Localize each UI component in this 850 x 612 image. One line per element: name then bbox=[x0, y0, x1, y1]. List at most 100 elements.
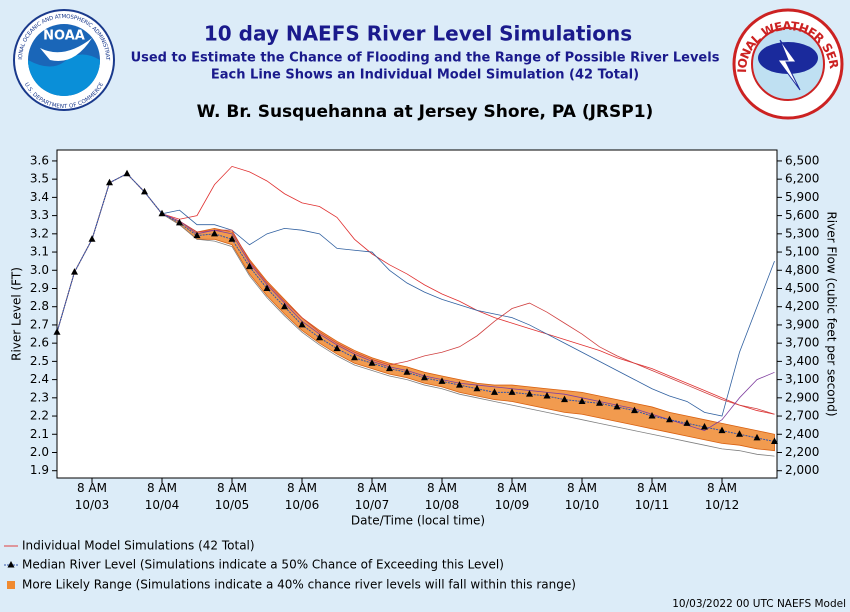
y-tick-label: 3.0 bbox=[30, 263, 49, 277]
x-tick-label: 8 AM 10/08 bbox=[424, 481, 460, 512]
median-marker bbox=[368, 359, 376, 366]
median-marker bbox=[771, 437, 778, 445]
median-marker bbox=[333, 344, 341, 352]
y2-axis-label: River Flow (cubic feet per second) bbox=[825, 211, 839, 416]
median-marker bbox=[88, 235, 96, 242]
median-marker bbox=[421, 373, 428, 381]
median-marker bbox=[176, 218, 183, 226]
median-marker bbox=[683, 419, 691, 426]
median-marker bbox=[456, 381, 463, 388]
median-marker bbox=[106, 178, 113, 186]
median-marker bbox=[491, 388, 498, 395]
y-tick-label: 3.4 bbox=[30, 190, 49, 204]
y-tick-label: 3.6 bbox=[30, 153, 49, 167]
y-tick-label: 2.9 bbox=[30, 281, 49, 295]
chart-title: 10 day NAEFS River Level Simulations bbox=[204, 22, 632, 46]
y2-tick-label: 4,800 bbox=[785, 263, 819, 277]
y2-tick-label: 2,200 bbox=[785, 445, 819, 459]
y2-tick-label: 2,900 bbox=[785, 390, 819, 404]
legend-label: Individual Model Simulations (42 Total) bbox=[22, 539, 255, 553]
median-marker bbox=[596, 399, 603, 406]
simulation-line bbox=[56, 173, 775, 432]
y2-tick-label: 5,100 bbox=[785, 245, 819, 259]
y2-tick-label: 5,900 bbox=[785, 190, 819, 204]
median-marker bbox=[526, 390, 533, 397]
median-marker bbox=[648, 412, 656, 419]
x-tick-label: 8 AM 10/11 bbox=[634, 481, 670, 512]
legend-symbol bbox=[7, 561, 15, 568]
median-marker bbox=[211, 229, 218, 237]
y-tick-label: 2.2 bbox=[30, 409, 49, 423]
y2-tick-label: 6,500 bbox=[785, 153, 819, 167]
noaa-logo: NOAA NATIONAL OCEANIC AND ATMOSPHERIC AD… bbox=[0, 0, 115, 111]
simulation-line bbox=[56, 173, 775, 417]
median-marker bbox=[71, 268, 78, 275]
subtitle: Each Line Shows an Individual Model Simu… bbox=[211, 68, 639, 83]
subtitle: Used to Estimate the Chance of Flooding … bbox=[131, 51, 720, 66]
y-tick-label: 2.8 bbox=[30, 299, 49, 313]
y-tick-label: 2.6 bbox=[30, 336, 49, 350]
y2-tick-label: 5,600 bbox=[785, 208, 819, 222]
median-marker bbox=[701, 422, 708, 430]
y-tick-label: 3.3 bbox=[30, 208, 49, 222]
y2-tick-label: 3,400 bbox=[785, 354, 819, 368]
plot-marks bbox=[53, 165, 778, 457]
median-marker bbox=[753, 433, 761, 441]
median-marker bbox=[718, 426, 726, 434]
y2-tick-label: 2,700 bbox=[785, 409, 819, 423]
y-tick-label: 2.0 bbox=[30, 445, 49, 459]
legend-label: More Likely Range (Simulations indicate … bbox=[22, 578, 576, 592]
median-marker bbox=[578, 397, 586, 404]
x-tick-label: 8 AM 10/06 bbox=[284, 481, 320, 512]
median-marker bbox=[666, 415, 673, 423]
y-tick-label: 2.7 bbox=[30, 317, 49, 331]
x-tick-label: 8 AM 10/04 bbox=[144, 481, 180, 512]
footer: 10/03/2022 00 UTC NAEFS Model bbox=[672, 598, 846, 610]
x-tick-label: 8 AM 10/07 bbox=[354, 481, 390, 512]
median-marker bbox=[403, 368, 411, 375]
y-tick-label: 1.9 bbox=[30, 463, 49, 477]
median-marker bbox=[228, 235, 236, 242]
median-marker bbox=[473, 384, 481, 392]
station-title: W. Br. Susquehanna at Jersey Shore, PA (… bbox=[197, 102, 654, 122]
median-marker bbox=[508, 388, 516, 395]
x-axis-label: Date/Time (local time) bbox=[351, 514, 485, 528]
y2-tick-label: 3,900 bbox=[785, 317, 819, 331]
median-marker bbox=[298, 320, 306, 328]
x-tick-label: 8 AM 10/12 bbox=[704, 481, 740, 512]
y2-tick-label: 5,300 bbox=[785, 226, 819, 240]
median-marker bbox=[631, 406, 638, 414]
median-marker bbox=[123, 169, 131, 177]
median-marker bbox=[53, 328, 61, 335]
legend-symbol bbox=[7, 581, 15, 589]
y-tick-label: 3.5 bbox=[30, 172, 49, 186]
y2-tick-label: 4,500 bbox=[785, 281, 819, 295]
median-marker bbox=[351, 353, 358, 361]
median-marker bbox=[543, 392, 551, 399]
median-line bbox=[56, 173, 775, 443]
median-marker bbox=[158, 209, 166, 217]
x-tick-label: 8 AM 10/05 bbox=[214, 481, 250, 512]
median-marker bbox=[263, 284, 271, 291]
y2-tick-label: 2,000 bbox=[785, 463, 819, 477]
median-marker bbox=[561, 395, 568, 403]
median-marker bbox=[281, 302, 288, 310]
median-marker bbox=[316, 333, 323, 341]
median-marker bbox=[141, 187, 148, 195]
x-tick-label: 8 AM 10/09 bbox=[494, 481, 530, 512]
y-tick-label: 2.3 bbox=[30, 390, 49, 404]
y-tick-label: 2.5 bbox=[30, 354, 49, 368]
y-tick-label: 2.1 bbox=[30, 427, 49, 441]
median-marker bbox=[386, 364, 393, 372]
median-marker bbox=[246, 262, 253, 270]
y-tick-label: 3.2 bbox=[30, 226, 49, 240]
legend-label: Median River Level (Simulations indicate… bbox=[22, 558, 504, 572]
y-tick-label: 2.4 bbox=[30, 372, 49, 386]
simulation-line bbox=[56, 173, 775, 457]
median-marker bbox=[193, 231, 201, 239]
median-marker bbox=[736, 430, 743, 437]
y2-tick-label: 6,200 bbox=[785, 172, 819, 186]
y-tick-label: 3.1 bbox=[30, 245, 49, 259]
